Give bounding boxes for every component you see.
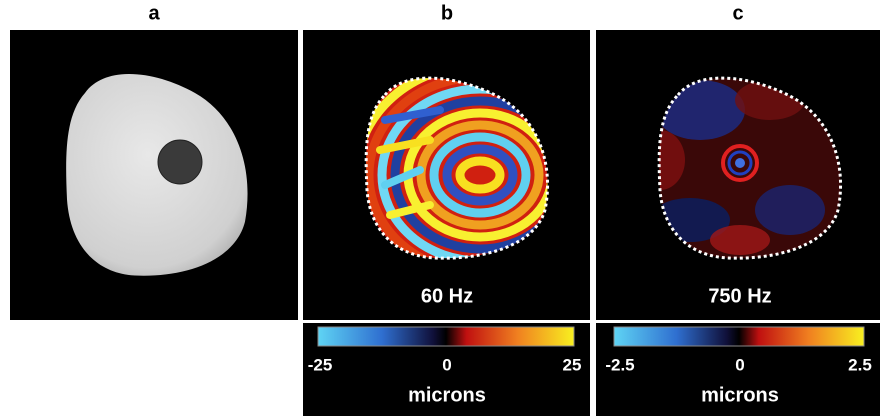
caption: 60 Hz [421,285,473,307]
colorbar [614,327,864,346]
panel-label: a [148,2,160,24]
panel-label: b [441,2,453,24]
hole [158,140,202,184]
colorbar-tick: 0 [735,355,744,374]
colorbar-tick: -25 [308,355,333,374]
colorbar-tick: 0 [442,355,451,374]
panel-label: c [732,2,743,24]
colorbar-label: microns [408,384,486,406]
colorbar-tick: 2.5 [848,355,872,374]
colorbar-tick: 25 [563,355,582,374]
colorbar-label: microns [701,384,779,406]
figure: a b c 60 Hz [0,0,883,418]
caption: 750 Hz [708,285,771,307]
colorbar [318,327,574,346]
page: a b c 60 Hz [0,0,883,418]
colorbar-tick: -2.5 [605,355,634,374]
